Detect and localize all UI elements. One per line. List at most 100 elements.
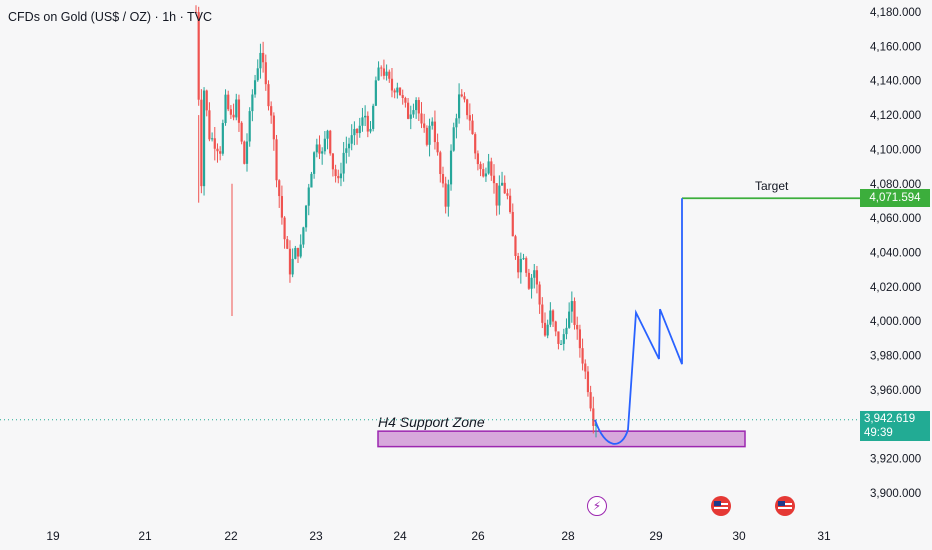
candle-body: [253, 80, 257, 95]
candle-body: [511, 211, 514, 237]
candle-body: [313, 152, 316, 174]
candle-body: [366, 115, 369, 132]
support-zone-label: H4 Support Zone: [378, 414, 485, 430]
candle-body: [455, 118, 458, 128]
price-tick-label: 4,140.000: [870, 76, 921, 88]
candle-body: [299, 244, 302, 257]
candle-body: [444, 183, 447, 207]
candle-body: [439, 152, 442, 175]
candle-body: [463, 96, 466, 100]
candle-body: [278, 180, 281, 197]
price-tick-label: 4,100.000: [870, 144, 921, 156]
projection-path: [594, 198, 683, 445]
time-tick-label: 23: [309, 529, 323, 543]
candle-body: [264, 62, 267, 85]
candle-body: [221, 123, 224, 154]
time-tick-label: 31: [817, 529, 831, 543]
candle-body: [420, 113, 423, 124]
price-tick-label: 4,160.000: [870, 41, 921, 53]
candle-body: [380, 67, 383, 69]
candle-body: [500, 182, 504, 186]
candle-body: [581, 348, 584, 364]
candle-body: [560, 343, 563, 345]
candle-body: [449, 150, 453, 185]
candle-body: [431, 121, 434, 126]
candle-body: [490, 161, 493, 176]
candle-body: [565, 327, 568, 335]
candle-body: [479, 164, 482, 170]
candle-body: [307, 187, 310, 206]
candle-body: [347, 143, 351, 149]
candle-body: [364, 115, 367, 118]
candle-body: [213, 138, 216, 149]
candle-body: [237, 99, 241, 123]
candle-body: [302, 227, 305, 245]
candle-body: [350, 135, 353, 144]
candle-body: [404, 98, 407, 103]
us-flag-icon[interactable]: [775, 496, 795, 516]
candle-body: [315, 144, 318, 153]
candle-body: [476, 153, 479, 165]
candle-body: [466, 99, 469, 116]
candle-body: [358, 125, 361, 134]
candle-body: [576, 324, 579, 330]
candle-body: [361, 117, 364, 126]
price-tick-label: 4,080.000: [870, 179, 921, 191]
candle-body: [474, 134, 477, 154]
candle-body: [498, 185, 501, 206]
countdown-timer: 49:39: [864, 426, 893, 439]
candle-body: [288, 248, 292, 275]
candle-body: [412, 110, 415, 115]
candle-body: [568, 311, 571, 328]
candle-body: [592, 408, 595, 426]
candle-body: [452, 127, 455, 151]
candle-body: [570, 301, 573, 312]
price-tick-label: 4,000.000: [870, 316, 921, 328]
candle-body: [578, 329, 581, 349]
candle-body: [506, 193, 509, 196]
candle-body: [224, 94, 227, 124]
candle-body: [275, 139, 278, 181]
candle-body: [272, 115, 275, 140]
candle-body: [396, 87, 399, 93]
price-tick-label: 3,960.000: [870, 385, 921, 397]
candle-body: [353, 128, 356, 136]
time-tick-label: 21: [138, 529, 152, 543]
candle-body: [372, 105, 375, 129]
candle-body: [471, 120, 474, 135]
candle-body: [549, 310, 552, 325]
candle-body: [428, 125, 431, 145]
candle-body: [484, 173, 488, 177]
price-tick-label: 3,920.000: [870, 454, 921, 466]
lightning-icon[interactable]: ⚡: [587, 496, 607, 516]
candle-body: [557, 331, 560, 344]
candle-body: [251, 94, 254, 112]
us-flag-icon[interactable]: [711, 496, 731, 516]
candle-body: [401, 95, 404, 99]
price-tick-label: 4,060.000: [870, 213, 921, 225]
candle-body: [385, 71, 388, 76]
time-tick-label: 28: [561, 529, 575, 543]
candle-body: [339, 173, 343, 179]
candle-body: [460, 94, 463, 97]
candle-body: [286, 239, 289, 249]
candle-body: [533, 270, 536, 278]
candle-body: [355, 128, 359, 134]
candle-body: [468, 115, 471, 121]
price-tick-label: 4,040.000: [870, 248, 921, 260]
candle-body: [248, 111, 251, 142]
time-tick-label: 19: [46, 529, 60, 543]
price-tick-label: 4,020.000: [870, 282, 921, 294]
candle-body: [280, 196, 284, 218]
candle-body: [530, 277, 533, 289]
candle-body: [589, 392, 592, 409]
candle-body: [232, 114, 235, 118]
candle-body: [522, 258, 525, 260]
time-tick-label: 29: [649, 529, 663, 543]
candle-body: [457, 94, 461, 119]
candle-body: [393, 90, 396, 93]
candle-body: [374, 80, 377, 106]
time-tick-label: 30: [732, 529, 746, 543]
